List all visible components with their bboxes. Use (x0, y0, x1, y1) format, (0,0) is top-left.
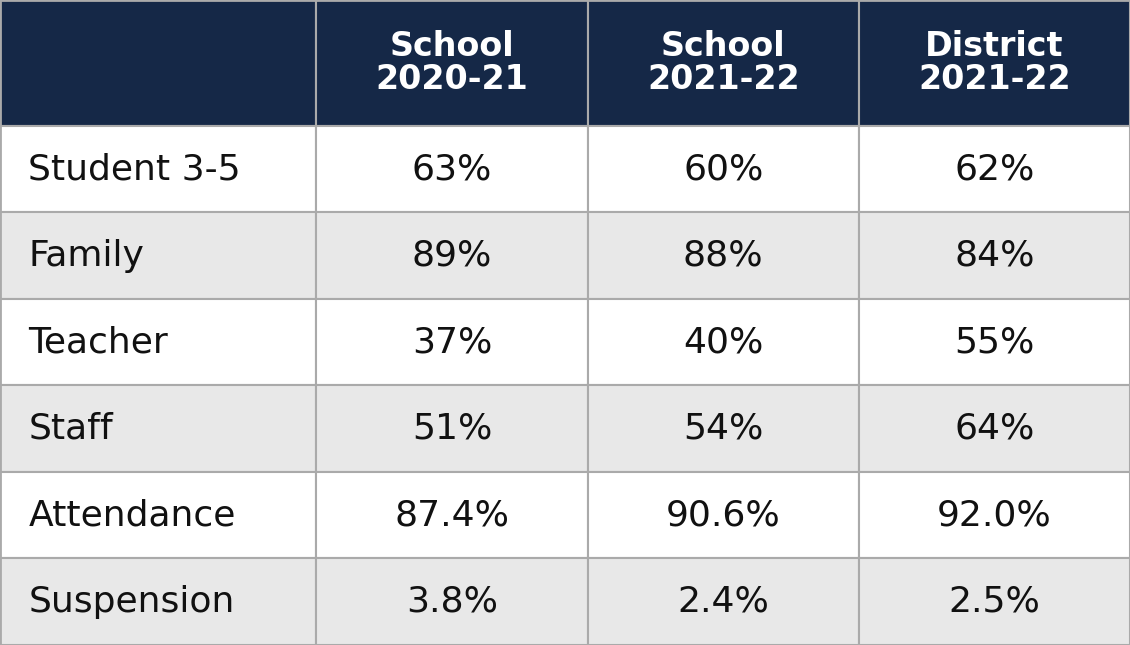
Bar (588, 299, 859, 386)
Text: Suspension: Suspension (28, 585, 235, 619)
Bar (859, 212, 1130, 299)
Bar (0, 0, 316, 126)
Text: School: School (390, 30, 514, 63)
Text: District: District (925, 30, 1063, 63)
Text: Attendance: Attendance (28, 498, 236, 532)
Text: 88%: 88% (683, 239, 764, 273)
Bar (316, 472, 588, 559)
Text: Family: Family (28, 239, 145, 273)
Bar (859, 472, 1130, 559)
Text: 37%: 37% (411, 325, 493, 359)
Text: 2021-22: 2021-22 (918, 63, 1071, 95)
Text: 84%: 84% (954, 239, 1035, 273)
Bar (588, 212, 859, 299)
Text: 64%: 64% (954, 412, 1035, 446)
Text: 87.4%: 87.4% (394, 498, 510, 532)
Bar (316, 0, 588, 126)
Text: Staff: Staff (28, 412, 113, 446)
Bar (316, 299, 588, 386)
Bar (588, 126, 859, 212)
Bar (0, 299, 316, 386)
Bar (859, 299, 1130, 386)
Bar (859, 126, 1130, 212)
Bar (0, 212, 316, 299)
Bar (0, 126, 316, 212)
Bar (0, 386, 316, 472)
Text: 63%: 63% (411, 152, 493, 186)
Bar (316, 559, 588, 645)
Bar (588, 559, 859, 645)
Text: 2.4%: 2.4% (677, 585, 770, 619)
Text: Teacher: Teacher (28, 325, 168, 359)
Bar (588, 386, 859, 472)
Bar (859, 0, 1130, 126)
Bar (316, 386, 588, 472)
Bar (588, 472, 859, 559)
Text: 54%: 54% (683, 412, 764, 446)
Bar (316, 212, 588, 299)
Text: 55%: 55% (954, 325, 1035, 359)
Text: School: School (661, 30, 785, 63)
Text: Student 3-5: Student 3-5 (28, 152, 241, 186)
Bar (859, 386, 1130, 472)
Text: 3.8%: 3.8% (406, 585, 498, 619)
Text: 92.0%: 92.0% (937, 498, 1052, 532)
Text: 60%: 60% (683, 152, 764, 186)
Bar (316, 126, 588, 212)
Bar (859, 559, 1130, 645)
Bar (0, 472, 316, 559)
Text: 40%: 40% (683, 325, 764, 359)
Text: 2.5%: 2.5% (948, 585, 1041, 619)
Text: 62%: 62% (954, 152, 1035, 186)
Text: 90.6%: 90.6% (666, 498, 781, 532)
Bar (0, 559, 316, 645)
Text: 89%: 89% (411, 239, 493, 273)
Text: 2020-21: 2020-21 (375, 63, 529, 95)
Text: 2021-22: 2021-22 (646, 63, 800, 95)
Bar (588, 0, 859, 126)
Text: 51%: 51% (411, 412, 493, 446)
